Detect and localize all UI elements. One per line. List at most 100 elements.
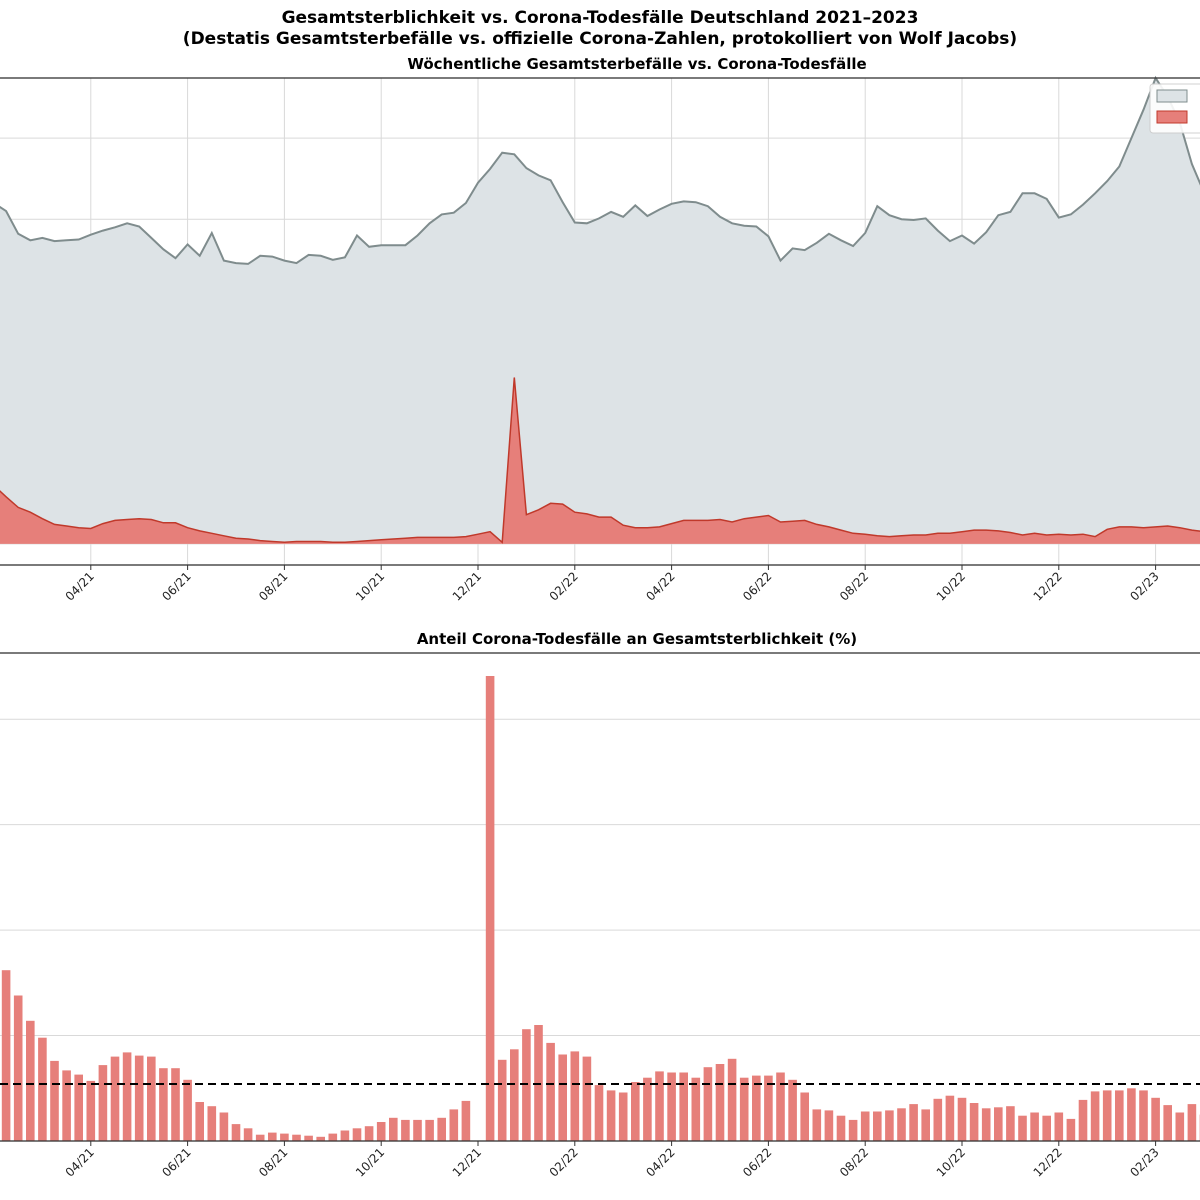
share-bar bbox=[788, 1079, 797, 1141]
share-bar bbox=[255, 1134, 265, 1141]
share-bar bbox=[62, 1070, 71, 1141]
share-bar bbox=[1018, 1115, 1027, 1141]
share-bar bbox=[1042, 1115, 1051, 1141]
share-bar bbox=[534, 1025, 543, 1141]
share-bar bbox=[546, 1042, 555, 1141]
top-tick-label: 12/22 bbox=[1031, 569, 1065, 603]
share-bar bbox=[764, 1075, 773, 1141]
share-bar bbox=[860, 1111, 870, 1141]
share-bar bbox=[461, 1100, 471, 1141]
share-bar bbox=[26, 1020, 35, 1141]
share-bar bbox=[921, 1109, 930, 1141]
share-bar bbox=[836, 1115, 846, 1141]
share-bar bbox=[389, 1117, 398, 1141]
share-bar bbox=[376, 1122, 386, 1141]
share-bar bbox=[800, 1092, 809, 1141]
share-bar bbox=[364, 1126, 374, 1141]
bottom-tick-label: 02/22 bbox=[547, 1145, 581, 1179]
figure-title: Gesamtsterblichkeit vs. Corona-Todesfäll… bbox=[282, 8, 919, 28]
bottom-plot-frame bbox=[0, 652, 1200, 1142]
share-bar bbox=[715, 1064, 725, 1141]
share-bar bbox=[897, 1108, 906, 1141]
legend-swatch-covid bbox=[1156, 110, 1188, 124]
share-bar bbox=[981, 1108, 991, 1141]
share-bar bbox=[691, 1077, 701, 1141]
share-bar bbox=[1175, 1112, 1185, 1141]
bottom-chart: Anteil Corona-Todesfälle an Gesamtsterbl… bbox=[0, 630, 1200, 1180]
top-tick-label: 12/21 bbox=[450, 569, 484, 603]
share-bar bbox=[570, 1051, 580, 1141]
share-bar bbox=[86, 1080, 96, 1141]
share-bar bbox=[558, 1054, 567, 1141]
total-deaths-area bbox=[0, 78, 1200, 544]
share-bar bbox=[1054, 1112, 1064, 1141]
share-bar bbox=[50, 1060, 59, 1141]
share-bar bbox=[655, 1071, 664, 1141]
share-bar bbox=[413, 1119, 422, 1141]
bottom-chart-title: Anteil Corona-Todesfälle an Gesamtsterbl… bbox=[417, 630, 857, 648]
bottom-tick-label: 10/22 bbox=[934, 1145, 968, 1179]
share-bar bbox=[933, 1098, 943, 1141]
share-bar bbox=[328, 1133, 338, 1141]
share-bar bbox=[739, 1077, 749, 1141]
share-bar bbox=[38, 1037, 47, 1141]
share-bar bbox=[594, 1085, 604, 1141]
top-tick-label: 04/21 bbox=[63, 569, 97, 603]
share-bar bbox=[183, 1079, 192, 1141]
share-bar bbox=[1102, 1090, 1112, 1141]
share-bar bbox=[1006, 1106, 1015, 1141]
bottom-tick-label: 08/22 bbox=[837, 1145, 871, 1179]
share-bar bbox=[497, 1059, 507, 1141]
legend bbox=[1149, 83, 1200, 134]
share-bar bbox=[437, 1117, 446, 1141]
share-bar bbox=[631, 1082, 640, 1141]
share-bar bbox=[812, 1109, 822, 1141]
share-bar bbox=[679, 1072, 688, 1141]
share-bar bbox=[510, 1049, 519, 1141]
share-bar bbox=[1090, 1091, 1100, 1141]
top-x-ticks: 01/2104/2106/2108/2110/2112/2102/2204/22… bbox=[0, 565, 1162, 604]
share-bar bbox=[316, 1136, 325, 1141]
share-bar bbox=[643, 1077, 652, 1141]
top-chart: Wöchentliche Gesamtsterbefälle vs. Coron… bbox=[0, 55, 1200, 604]
share-bar bbox=[1127, 1088, 1136, 1141]
bottom-tick-label: 10/21 bbox=[353, 1145, 387, 1179]
share-bar bbox=[449, 1109, 459, 1141]
bottom-tick-label: 04/22 bbox=[643, 1145, 677, 1179]
share-bar bbox=[945, 1095, 955, 1141]
share-bar bbox=[824, 1110, 834, 1141]
bottom-tick-label: 04/21 bbox=[63, 1145, 97, 1179]
share-bar bbox=[606, 1090, 616, 1141]
bottom-tick-label: 08/21 bbox=[256, 1145, 290, 1179]
share-bar bbox=[74, 1074, 83, 1141]
share-bar bbox=[885, 1110, 894, 1141]
share-bar bbox=[776, 1072, 785, 1141]
share-bar bbox=[1030, 1112, 1039, 1141]
share-bar bbox=[485, 676, 495, 1141]
share-bar bbox=[848, 1119, 858, 1141]
top-tick-label: 04/22 bbox=[643, 569, 677, 603]
share-bar bbox=[703, 1067, 713, 1141]
share-bar bbox=[1151, 1097, 1160, 1141]
top-chart-title: Wöchentliche Gesamtsterbefälle vs. Coron… bbox=[407, 55, 866, 73]
share-bar bbox=[159, 1068, 168, 1141]
share-bar bbox=[752, 1075, 761, 1141]
share-bar bbox=[401, 1119, 410, 1141]
share-bar bbox=[231, 1124, 241, 1141]
share-bar bbox=[957, 1097, 967, 1141]
share-bar bbox=[219, 1112, 229, 1141]
share-bar bbox=[122, 1052, 132, 1141]
bottom-tick-label: 12/21 bbox=[450, 1145, 484, 1179]
top-tick-label: 10/21 bbox=[353, 569, 387, 603]
covid-deaths-line bbox=[0, 377, 1200, 544]
share-bar bbox=[134, 1055, 144, 1141]
bottom-tick-label: 06/22 bbox=[740, 1145, 774, 1179]
share-bar bbox=[1066, 1118, 1076, 1141]
figure-subtitle: (Destatis Gesamtsterbefälle vs. offiziel… bbox=[183, 29, 1017, 49]
top-tick-label: 10/22 bbox=[934, 569, 968, 603]
share-bar bbox=[582, 1056, 592, 1141]
share-bar bbox=[909, 1104, 918, 1141]
share-bar bbox=[727, 1058, 737, 1141]
share-bar bbox=[1187, 1104, 1197, 1141]
share-bar bbox=[280, 1133, 289, 1141]
